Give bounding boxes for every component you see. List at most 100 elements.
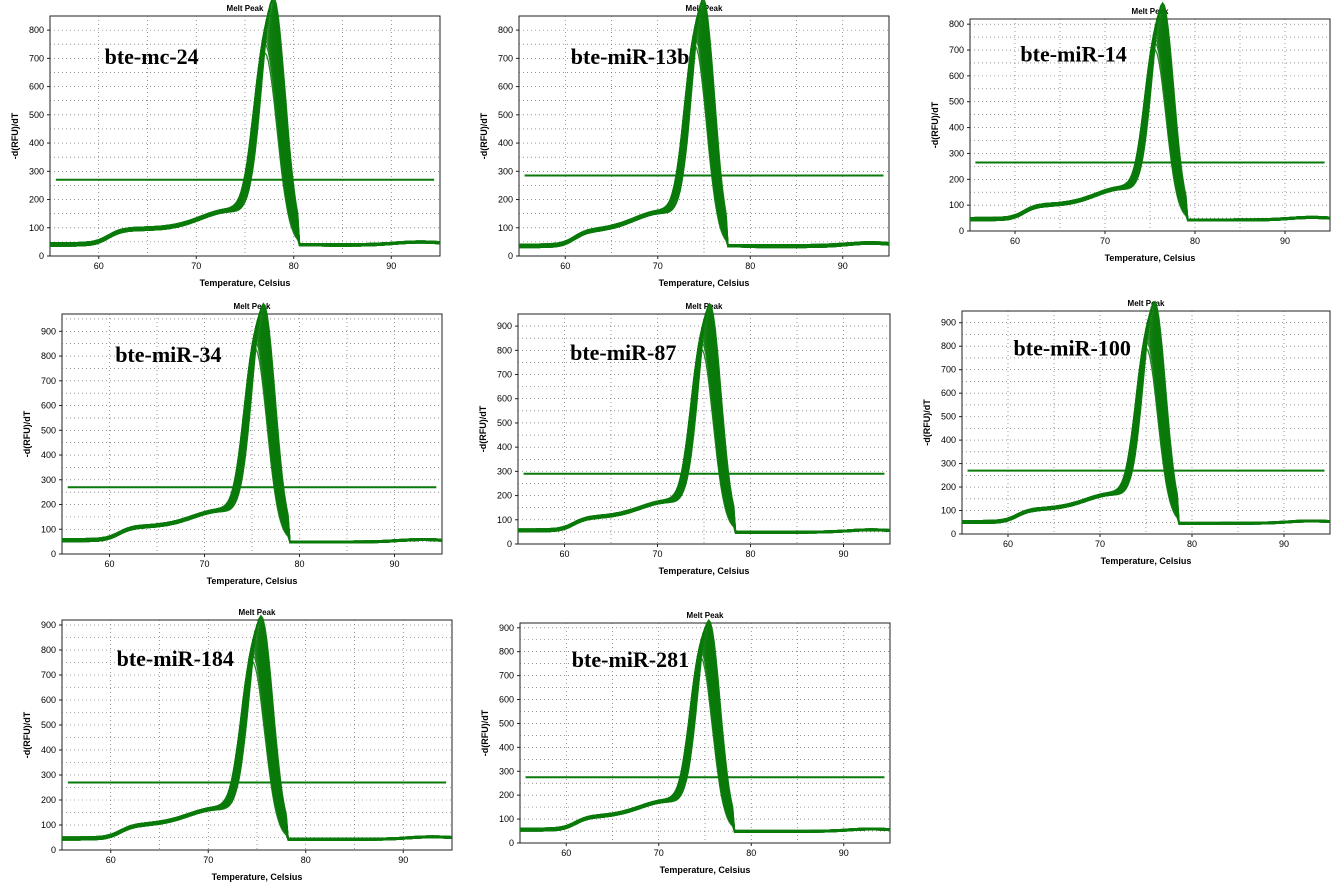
- y-tick-label: 900: [941, 318, 956, 328]
- y-tick-label: 300: [497, 466, 512, 476]
- x-tick-label: 70: [654, 848, 664, 858]
- y-tick-label: 900: [41, 620, 56, 630]
- x-tick-label: 70: [1095, 539, 1105, 549]
- x-tick-label: 70: [191, 261, 201, 271]
- x-axis-label: Temperature, Celsius: [659, 278, 750, 288]
- y-tick-label: 400: [941, 435, 956, 445]
- x-tick-label: 60: [106, 855, 116, 865]
- melt-curves: [962, 300, 1331, 525]
- chart-title: Melt Peak: [239, 608, 276, 617]
- chart-title: Melt Peak: [227, 4, 264, 13]
- y-tick-label: 0: [51, 845, 56, 855]
- melt-curve-series: [62, 302, 443, 543]
- melt-peak-chart-bte-mir-100: Melt Peak 60 70 80 90 0 100 200 300 400 500 600 700 8…: [920, 297, 1338, 570]
- gene-label: bte-miR-184: [117, 646, 234, 671]
- y-tick-label: 600: [498, 82, 513, 92]
- melt-curve-series: [962, 300, 1331, 524]
- x-tick-label: 90: [386, 261, 396, 271]
- y-axis-label: -d(RFU)/dT: [22, 410, 32, 457]
- x-axis-label: Temperature, Celsius: [660, 865, 751, 875]
- y-tick-label: 800: [949, 19, 964, 29]
- y-tick-label: 100: [499, 814, 514, 824]
- y-tick-label: 400: [29, 138, 44, 148]
- x-tick-label: 80: [289, 261, 299, 271]
- melt-curves: [519, 0, 890, 249]
- y-tick-label: 600: [499, 695, 514, 705]
- y-tick-label: 600: [949, 71, 964, 81]
- y-tick-label: 800: [41, 645, 56, 655]
- gene-label: bte-miR-100: [1014, 336, 1131, 361]
- x-tick-label: 70: [653, 261, 663, 271]
- x-tick-label: 80: [745, 261, 755, 271]
- y-tick-label: 300: [941, 459, 956, 469]
- y-tick-label: 700: [499, 671, 514, 681]
- x-tick-label: 90: [839, 848, 849, 858]
- y-tick-label: 200: [498, 195, 513, 205]
- x-tick-label: 80: [746, 848, 756, 858]
- melt-peak-chart-bte-mir-184: Melt Peak 60 70 80 90 0 100 200 300 400 500 600 700 8…: [20, 606, 460, 886]
- x-tick-label: 60: [1003, 539, 1013, 549]
- melt-curves: [970, 1, 1331, 222]
- x-tick-label: 80: [745, 549, 755, 559]
- y-tick-label: 0: [508, 251, 513, 261]
- y-tick-label: 800: [498, 25, 513, 35]
- y-tick-label: 100: [29, 223, 44, 233]
- y-tick-label: 400: [41, 450, 56, 460]
- y-axis-label: -d(RFU)/dT: [478, 405, 488, 452]
- y-tick-label: 300: [41, 475, 56, 485]
- x-tick-label: 90: [838, 261, 848, 271]
- melt-curve-series: [50, 0, 441, 246]
- gene-label: bte-miR-87: [570, 340, 676, 365]
- chart-title: Melt Peak: [1132, 7, 1169, 16]
- melt-curves: [62, 302, 443, 544]
- gene-label: bte-miR-34: [115, 342, 221, 367]
- y-tick-label: 0: [507, 539, 512, 549]
- chart-title: Melt Peak: [234, 302, 271, 311]
- x-tick-label: 90: [398, 855, 408, 865]
- x-tick-label: 60: [561, 848, 571, 858]
- y-tick-label: 500: [949, 97, 964, 107]
- y-tick-label: 900: [497, 321, 512, 331]
- x-axis-label: Temperature, Celsius: [200, 278, 291, 288]
- y-tick-label: 500: [41, 720, 56, 730]
- y-tick-label: 100: [498, 223, 513, 233]
- x-tick-label: 90: [838, 549, 848, 559]
- y-tick-label: 300: [949, 148, 964, 158]
- melt-curve-series: [50, 0, 441, 245]
- y-tick-label: 300: [499, 766, 514, 776]
- melt-peak-chart-bte-mc-24: Melt Peak 60 70 80 90 0 100 200 300 400 500 600 700 8…: [8, 0, 448, 292]
- x-axis-label: Temperature, Celsius: [1105, 253, 1196, 263]
- x-tick-label: 90: [1280, 236, 1290, 246]
- y-axis-label: -d(RFU)/dT: [10, 112, 20, 159]
- x-tick-label: 70: [652, 549, 662, 559]
- y-axis-label: -d(RFU)/dT: [922, 399, 932, 446]
- melt-curves: [62, 614, 453, 841]
- x-tick-label: 90: [389, 559, 399, 569]
- y-tick-label: 800: [499, 647, 514, 657]
- y-tick-label: 800: [29, 25, 44, 35]
- chart-title: Melt Peak: [687, 611, 724, 620]
- x-axis-label: Temperature, Celsius: [659, 566, 750, 576]
- y-tick-label: 400: [499, 742, 514, 752]
- y-tick-label: 200: [949, 174, 964, 184]
- y-tick-label: 400: [949, 123, 964, 133]
- y-tick-label: 400: [498, 138, 513, 148]
- y-tick-label: 0: [39, 251, 44, 261]
- melt-curves: [518, 302, 891, 534]
- y-tick-label: 100: [497, 515, 512, 525]
- y-tick-label: 600: [941, 388, 956, 398]
- melt-curve-series: [518, 302, 891, 533]
- y-tick-label: 600: [41, 695, 56, 705]
- melt-peak-chart-bte-mir-87: Melt Peak 60 70 80 90 0 100 200 300 400 500 600 700 8…: [476, 300, 898, 580]
- melt-curves: [520, 618, 891, 833]
- y-tick-label: 900: [41, 326, 56, 336]
- y-tick-label: 300: [498, 166, 513, 176]
- gene-label: bte-miR-281: [572, 647, 689, 672]
